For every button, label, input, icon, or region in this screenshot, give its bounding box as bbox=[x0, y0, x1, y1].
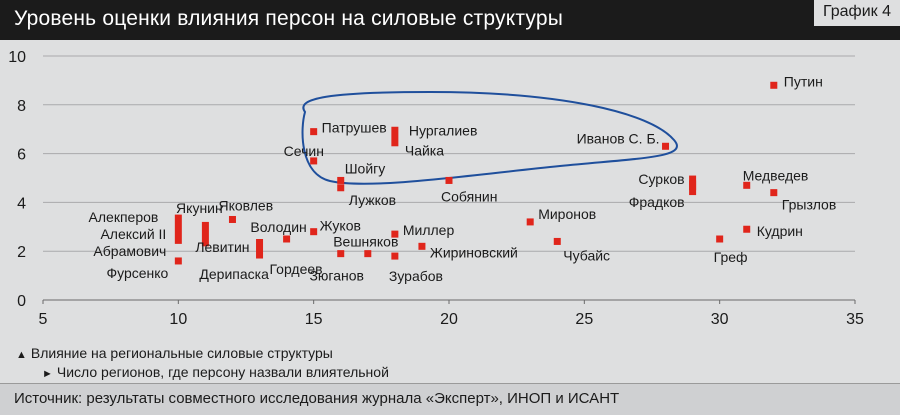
point-label-27: Жириновский bbox=[430, 244, 518, 260]
point-label-14: Алекперов bbox=[89, 209, 159, 225]
point-labels: Путин Патрушев Нургалиев Чайка Иванов С. Б. С… bbox=[89, 73, 837, 284]
x-tick-label-3: 20 bbox=[440, 311, 458, 328]
point-marker-29 bbox=[526, 218, 534, 226]
point-label-24: Вешняков bbox=[333, 234, 398, 250]
point-marker-13 bbox=[228, 215, 236, 223]
legend-y-label: Влияние на региональные силовые структур… bbox=[30, 345, 333, 361]
point-label-11: Медведев bbox=[743, 167, 809, 183]
point-label-2: Нургалиев bbox=[409, 123, 478, 139]
point-marker-31 bbox=[743, 225, 751, 233]
source-footer: Источник: результаты совместного исследо… bbox=[0, 383, 900, 415]
header-bar: Уровень оценки влияния персон на силовые… bbox=[0, 0, 900, 40]
point-label-32: Греф bbox=[714, 249, 748, 265]
point-marker-17 bbox=[201, 221, 209, 247]
point-label-19: Фурсенко bbox=[106, 265, 168, 281]
point-label-12: Грызлов bbox=[782, 197, 836, 213]
x-tick-label-0: 5 bbox=[39, 311, 48, 328]
y-tick-label-4: 8 bbox=[17, 98, 26, 115]
point-label-18: Дерипаска bbox=[199, 266, 269, 282]
point-marker-24 bbox=[364, 250, 372, 258]
chart-number-badge: График 4 bbox=[814, 0, 900, 26]
point-label-4: Иванов С. Б. bbox=[577, 130, 660, 146]
point-marker-1 bbox=[310, 128, 318, 136]
point-marker-14 bbox=[174, 214, 182, 244]
point-label-26: Миллер bbox=[403, 222, 455, 238]
x-tick-label-2: 15 bbox=[305, 311, 323, 328]
point-marker-0 bbox=[770, 81, 778, 89]
point-label-6: Шойгу bbox=[345, 160, 386, 176]
legend: ▲ Влияние на региональные силовые структу… bbox=[16, 344, 389, 382]
point-label-10: Фрадков bbox=[629, 194, 685, 210]
highlight-ellipse bbox=[301, 90, 678, 185]
point-label-13: Яковлев bbox=[218, 197, 273, 213]
point-label-17: Якунин bbox=[176, 200, 223, 216]
point-marker-28 bbox=[391, 252, 399, 260]
x-tick-label-4: 25 bbox=[575, 311, 593, 328]
point-marker-7 bbox=[337, 184, 345, 192]
triangle-right-icon: ► bbox=[42, 368, 53, 380]
chart-title: Уровень оценки влияния персон на силовые… bbox=[14, 7, 564, 30]
point-marker-8 bbox=[445, 176, 453, 184]
point-label-7: Лужков bbox=[349, 192, 396, 208]
point-label-5: Сечин bbox=[284, 143, 324, 159]
point-label-21: Левитин bbox=[195, 239, 249, 255]
point-label-22: Гордеев bbox=[270, 261, 323, 277]
legend-y-entry: ▲ Влияние на региональные силовые структу… bbox=[16, 344, 389, 363]
point-marker-26 bbox=[391, 230, 399, 238]
point-label-23: Жуков bbox=[320, 218, 361, 234]
point-marker-6 bbox=[337, 176, 345, 184]
legend-x-entry: ► Число регионов, где персону назвали вли… bbox=[16, 363, 389, 382]
x-tick-label-6: 35 bbox=[846, 311, 864, 328]
y-tick-label-5: 10 bbox=[8, 49, 26, 66]
x-tick-label-1: 10 bbox=[169, 311, 187, 328]
point-label-20: Володин bbox=[250, 219, 306, 235]
point-marker-25 bbox=[337, 250, 345, 258]
y-tick-label-2: 4 bbox=[17, 195, 26, 212]
point-marker-27 bbox=[418, 242, 426, 250]
point-marker-32 bbox=[716, 235, 724, 243]
point-label-8: Собянин bbox=[441, 188, 497, 204]
point-label-0: Путин bbox=[784, 73, 823, 89]
point-marker-11 bbox=[743, 181, 751, 189]
point-label-30: Чубайс bbox=[563, 247, 610, 263]
y-tick-label-1: 2 bbox=[17, 244, 26, 261]
point-label-1: Патрушев bbox=[322, 120, 387, 136]
point-label-31: Кудрин bbox=[757, 223, 803, 239]
x-tick-label-5: 30 bbox=[711, 311, 729, 328]
point-marker-21 bbox=[256, 239, 264, 259]
legend-x-label: Число регионов, где персону назвали влия… bbox=[56, 364, 389, 380]
point-marker-5 bbox=[310, 157, 318, 165]
point-label-15: Алексий II bbox=[100, 226, 166, 242]
point-marker-2 bbox=[391, 126, 399, 147]
point-marker-20 bbox=[283, 235, 291, 243]
gridlines bbox=[43, 55, 855, 252]
point-label-3: Чайка bbox=[405, 143, 444, 159]
y-tick-label-3: 6 bbox=[17, 147, 26, 164]
point-label-25: Зюганов bbox=[309, 268, 364, 284]
point-marker-19 bbox=[174, 257, 182, 265]
point-label-29: Миронов bbox=[538, 206, 596, 222]
point-marker-30 bbox=[553, 237, 561, 245]
point-marker-10 bbox=[689, 180, 697, 196]
source-text: Источник: результаты совместного исследо… bbox=[14, 390, 620, 407]
point-marker-23 bbox=[310, 228, 318, 236]
point-label-16: Абрамович bbox=[93, 243, 166, 259]
axes: 0 2 4 6 8 10 5 10 15 20 25 30 35 bbox=[8, 49, 864, 328]
point-marker-12 bbox=[770, 189, 778, 197]
triangle-up-icon: ▲ bbox=[16, 349, 27, 361]
point-label-9: Сурков bbox=[638, 171, 684, 187]
point-marker-4 bbox=[662, 142, 670, 150]
y-tick-label-0: 0 bbox=[17, 293, 26, 310]
point-label-28: Зурабов bbox=[389, 268, 443, 284]
scatter-chart: 0 2 4 6 8 10 5 10 15 20 25 30 35 Путин Патрушев Нургал… bbox=[8, 49, 864, 328]
data-points bbox=[174, 81, 778, 265]
